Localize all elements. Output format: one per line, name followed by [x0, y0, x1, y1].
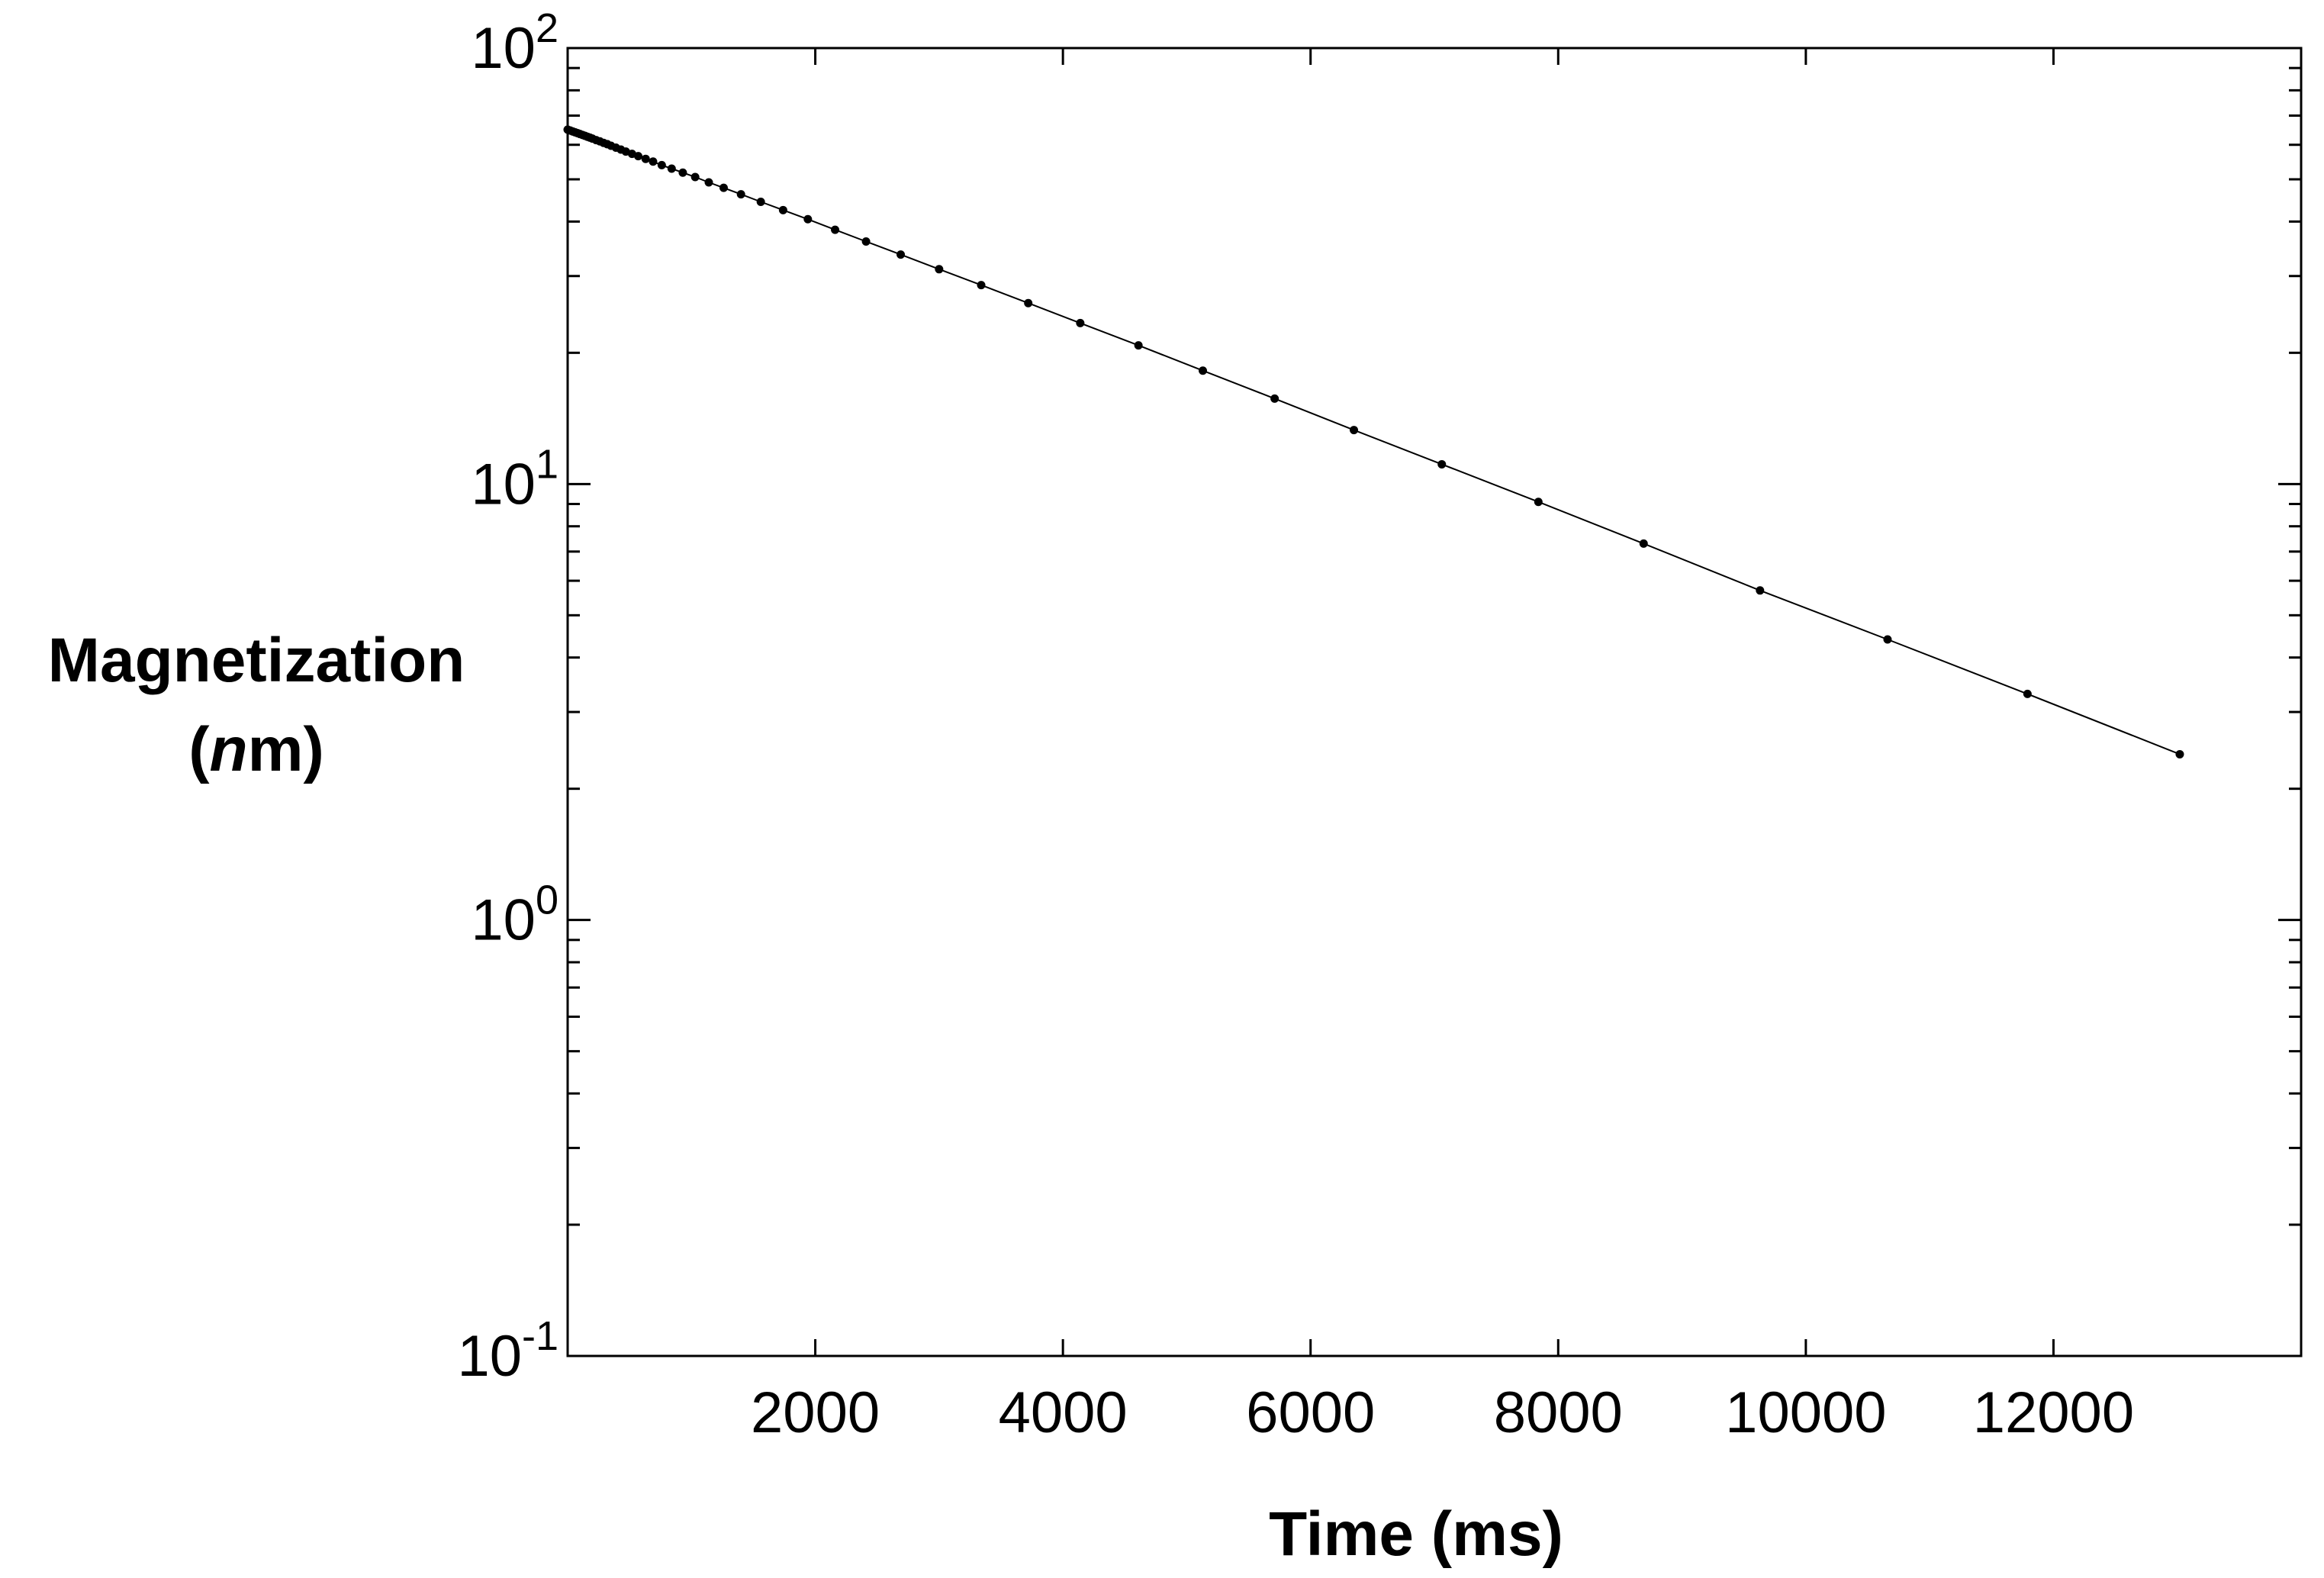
y-unit-paren: ( [188, 715, 210, 784]
data-point [2023, 689, 2032, 698]
data-point [1350, 426, 1359, 435]
data-point [1756, 586, 1765, 595]
data-point [736, 190, 745, 199]
x-tick-labels: 2000 4000 6000 8000 10000 12000 [751, 1380, 2134, 1445]
data-point [831, 225, 840, 234]
y-tick-label: 102 [471, 5, 558, 81]
data-point [1534, 498, 1543, 507]
data-point [896, 250, 906, 259]
data-point [861, 237, 871, 246]
data-point [1639, 539, 1648, 548]
data-point [690, 172, 700, 182]
data-point [1076, 318, 1085, 327]
data-point [649, 157, 658, 166]
x-axis-title: Time (ms) [1269, 1499, 1563, 1569]
y-tick-exponent: 0 [536, 878, 558, 923]
y-tick-base: 10 [471, 452, 536, 517]
y-axis-title-unit: (nm) [188, 715, 324, 784]
data-point [641, 154, 650, 163]
series-line [567, 128, 2181, 755]
data-point [704, 178, 713, 187]
y-unit-rest: m) [248, 715, 324, 784]
data-point [1883, 635, 1892, 644]
axis-ticks [568, 48, 2301, 1357]
plot-frame [566, 47, 2303, 1357]
data-point [667, 164, 676, 173]
data-point [778, 205, 787, 214]
y-tick-exponent: 1 [536, 441, 558, 487]
data-point [657, 160, 666, 169]
data-point [803, 214, 813, 224]
data-point [719, 183, 728, 192]
y-tick-exponent: 2 [536, 5, 558, 51]
y-tick-base: 10 [471, 16, 536, 81]
y-tick-label: 10-1 [457, 1313, 558, 1389]
y-axis-title: Magnetization [48, 626, 465, 695]
y-tick-label: 100 [471, 878, 558, 953]
data-point [935, 265, 944, 274]
x-tick-label: 4000 [999, 1380, 1128, 1445]
data-point [977, 281, 986, 290]
y-tick-base: 10 [471, 888, 536, 953]
data-point [1024, 298, 1033, 308]
data-point [756, 197, 765, 206]
y-tick-exponent: -1 [522, 1313, 558, 1359]
data-point [678, 168, 687, 177]
data-point [1437, 459, 1447, 469]
data-point [2175, 749, 2184, 758]
data-points [563, 125, 2184, 758]
x-tick-label: 10000 [1725, 1380, 1886, 1445]
x-tick-label: 8000 [1494, 1380, 1623, 1445]
x-tick-label: 2000 [751, 1380, 880, 1445]
data-point [1199, 366, 1208, 375]
data-point [1270, 394, 1279, 403]
y-unit-italic: n [210, 715, 248, 784]
y-tick-label: 101 [471, 441, 558, 517]
data-point [1134, 341, 1143, 350]
y-tick-base: 10 [457, 1324, 522, 1389]
data-point [634, 152, 643, 161]
x-tick-label: 6000 [1246, 1380, 1375, 1445]
x-tick-label: 12000 [1973, 1380, 2134, 1445]
